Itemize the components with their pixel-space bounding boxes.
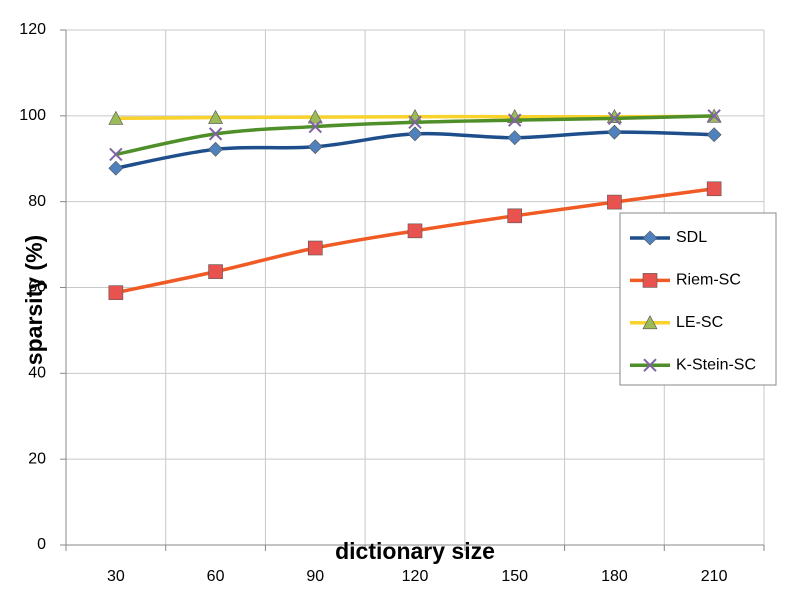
marker xyxy=(307,139,323,155)
x-tick-label: 60 xyxy=(207,568,225,585)
marker xyxy=(706,127,722,143)
legend: SDL Riem-SC LE-SC K-Stein-SC xyxy=(619,212,777,386)
marker xyxy=(208,109,224,124)
x-tick-label: 90 xyxy=(306,568,324,585)
marker xyxy=(108,285,124,300)
x-tick-label: 180 xyxy=(601,568,628,585)
y-tick-label: 100 xyxy=(19,107,46,124)
legend-label: K-Stein-SC xyxy=(676,356,756,373)
y-tick-label: 0 xyxy=(37,536,46,553)
x-tick-label: 120 xyxy=(402,568,429,585)
legend-label: SDL xyxy=(676,229,707,246)
marker xyxy=(208,127,223,141)
marker xyxy=(307,109,323,124)
x-tick-label: 30 xyxy=(107,568,125,585)
marker xyxy=(208,141,223,157)
marker xyxy=(507,130,523,146)
x-axis-title: dictionary size xyxy=(335,538,495,564)
marker xyxy=(109,147,123,162)
marker xyxy=(706,181,722,197)
y-tick-label: 40 xyxy=(28,365,46,382)
marker xyxy=(408,115,422,129)
marker xyxy=(507,208,523,224)
marker xyxy=(108,110,124,125)
marker xyxy=(407,126,423,142)
marker xyxy=(108,160,124,176)
marker xyxy=(642,230,658,246)
y-axis-title: sparsity (%) xyxy=(21,235,47,365)
marker xyxy=(208,264,223,279)
x-tick-label: 150 xyxy=(501,568,528,585)
marker xyxy=(307,240,323,256)
marker xyxy=(308,119,322,134)
legend-label: LE-SC xyxy=(676,314,723,331)
marker xyxy=(643,358,657,372)
legend-label: Riem-SC xyxy=(676,272,741,289)
marker xyxy=(508,113,522,127)
lines xyxy=(108,108,722,300)
y-tick-label: 60 xyxy=(28,279,46,296)
marker xyxy=(642,315,658,330)
marker xyxy=(707,109,721,123)
y-tick-label: 80 xyxy=(28,193,46,210)
marker xyxy=(607,124,622,140)
legend-box xyxy=(619,212,777,386)
marker xyxy=(407,223,423,239)
y-tick-label: 20 xyxy=(28,450,46,467)
x-tick-label: 210 xyxy=(701,568,728,585)
y-tick-label: 120 xyxy=(19,21,46,38)
marker xyxy=(607,194,622,210)
marker xyxy=(607,111,622,126)
marker xyxy=(642,273,658,288)
